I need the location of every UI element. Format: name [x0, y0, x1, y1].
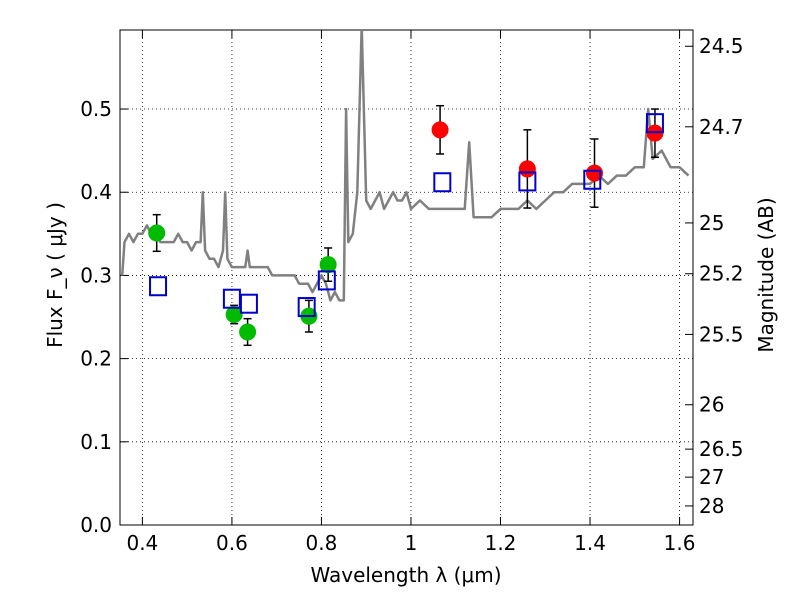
- mag-tick-label: 27: [699, 465, 724, 489]
- mag-tick-label: 26: [699, 393, 724, 417]
- green-point: [239, 323, 257, 341]
- x-tick-label: 0.4: [126, 531, 158, 555]
- mag-tick-label: 25: [699, 211, 724, 235]
- x-tick-label: 1.6: [664, 531, 696, 555]
- blue-square-marker: [149, 276, 168, 297]
- y-axis-title: Flux F_ν ( μJy ): [43, 202, 67, 348]
- tick-marks: [120, 30, 693, 526]
- x-tick-label: 1.2: [485, 531, 517, 555]
- mag-tick-label: 25.5: [699, 322, 744, 346]
- x-tick-label: 1: [405, 531, 418, 555]
- mag-tick-label: 28: [699, 494, 724, 518]
- x-tick-label: 1.4: [574, 531, 606, 555]
- photometry-points: [148, 104, 664, 347]
- x-tick-label: 0.8: [306, 531, 338, 555]
- blue-square-marker: [239, 293, 258, 314]
- green-point: [319, 256, 337, 274]
- green-point: [225, 306, 243, 324]
- plot-frame: [119, 29, 694, 526]
- green-point: [148, 224, 166, 242]
- grid-lines: [120, 30, 693, 525]
- blue-square-marker: [518, 171, 537, 192]
- blue-square-marker: [583, 169, 602, 190]
- red-point: [431, 121, 449, 139]
- y-tick-label: 0.4: [80, 180, 112, 204]
- mag-tick-label: 26.5: [699, 437, 744, 461]
- mag-tick-label: 24.7: [699, 115, 744, 139]
- spectrum-curve: [120, 30, 690, 302]
- tick-labels: 0.4 0.6 0.8 1 1.2 1.4 1.6 0.0 0.1 0.2 0.3 0.4 0.5 24.…: [80, 34, 743, 555]
- y-tick-label: 0.5: [80, 97, 112, 121]
- x-tick-label: 0.6: [216, 531, 248, 555]
- mag-tick-label: 24.5: [699, 34, 744, 58]
- blue-square-marker: [297, 297, 316, 318]
- y-tick-label: 0.2: [80, 347, 112, 371]
- blue-square-marker: [222, 288, 241, 309]
- spectrum-line: [120, 30, 690, 302]
- y-tick-label: 0.0: [80, 513, 112, 537]
- mag-tick-label: 25.2: [699, 262, 744, 286]
- red-point: [518, 160, 536, 178]
- red-point: [586, 164, 604, 182]
- blue-square-marker: [317, 270, 336, 291]
- right-axis-title: Magnitude (AB): [754, 197, 778, 352]
- y-tick-label: 0.3: [80, 263, 112, 287]
- x-axis-title: Wavelength λ (μm): [310, 563, 501, 587]
- blue-square-marker: [433, 172, 452, 193]
- blue-square-marker: [645, 113, 664, 134]
- y-tick-label: 0.1: [80, 430, 112, 454]
